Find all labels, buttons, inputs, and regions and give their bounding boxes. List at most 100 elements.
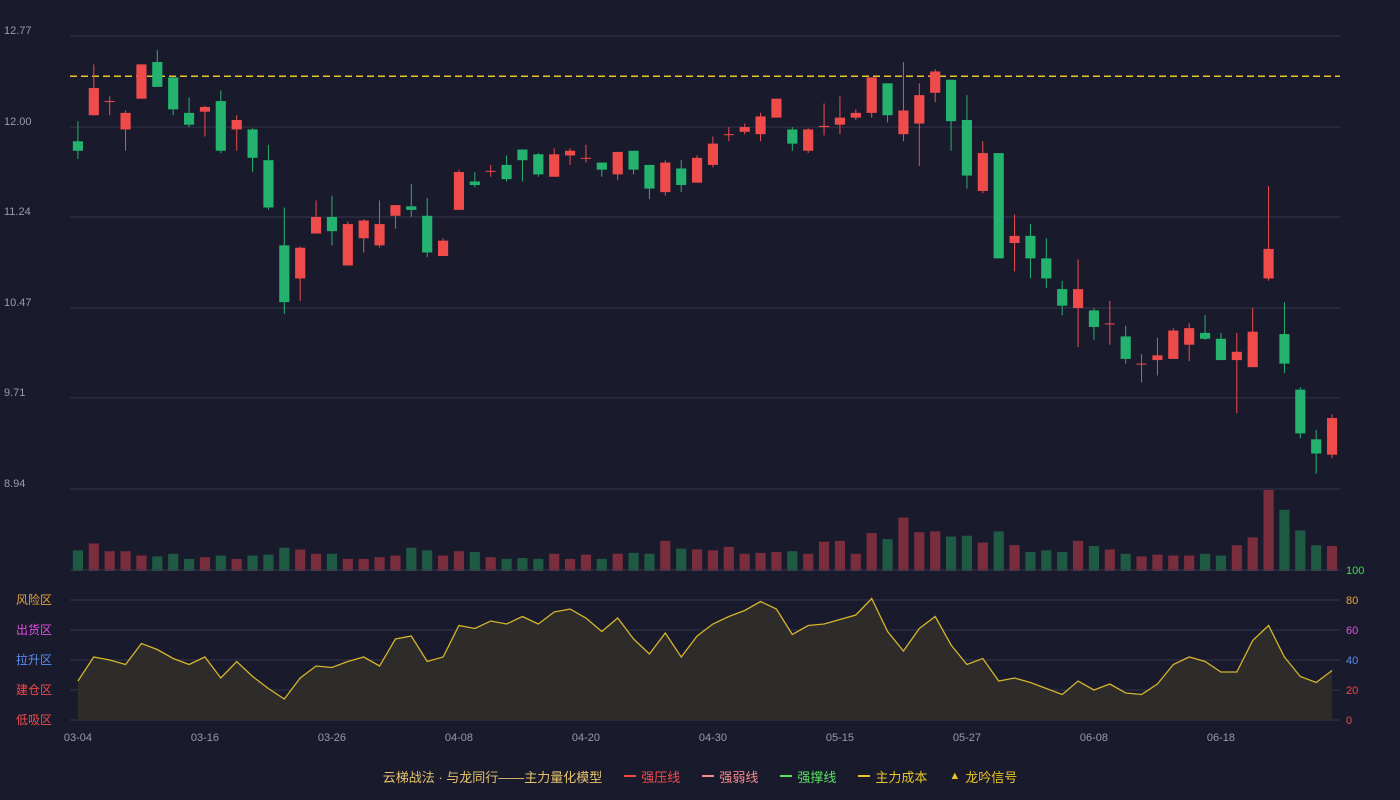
volume-bar (1231, 545, 1242, 571)
candle-body (1104, 323, 1115, 325)
date-tick-label: 03-04 (64, 732, 92, 744)
volume-bar (342, 558, 353, 571)
candle-body (1311, 439, 1322, 454)
indicator-zone-label: 建仓区 (16, 683, 52, 697)
price-tick-label: 8.94 (4, 478, 25, 490)
candle-body (199, 106, 211, 112)
volume-bar (1057, 552, 1068, 571)
candle (1120, 325, 1131, 364)
candle-body (326, 216, 338, 232)
indicator-zone-label: 出货区 (16, 622, 52, 637)
candle-body (755, 116, 766, 135)
volume-bar (1120, 553, 1131, 571)
candle (691, 155, 703, 183)
candle (152, 50, 163, 87)
candle-body (104, 101, 115, 103)
volume-bar (1295, 530, 1306, 571)
candle (993, 153, 1004, 259)
legend-label: 龙吟信号 (965, 769, 1018, 785)
candle (898, 62, 909, 142)
candle-body (342, 224, 353, 266)
legend-swatch (624, 775, 637, 777)
candle (88, 64, 99, 116)
volume-bar (437, 555, 449, 571)
legend-swatch (780, 775, 793, 777)
candle (247, 128, 258, 173)
candle-body (549, 154, 560, 177)
price-tick-label: 12.00 (4, 116, 32, 128)
candle (1311, 429, 1322, 474)
candle-body (136, 64, 147, 99)
candle-body (247, 129, 258, 158)
candle-body (390, 205, 401, 216)
volume-bar (755, 552, 766, 571)
volume-bar (88, 543, 99, 571)
candle (707, 136, 719, 168)
candle (1168, 328, 1179, 359)
volume-bar (961, 535, 973, 571)
price-axis-labels: 12.77 12.00 11.24 10.47 9.71 8.94 (4, 25, 32, 490)
candle-body (1072, 289, 1084, 309)
candle (374, 200, 385, 248)
candle-body (564, 150, 576, 156)
candle (1152, 337, 1163, 376)
price-grid (70, 35, 1340, 490)
candle-body (787, 129, 798, 144)
candle-body (628, 150, 639, 170)
candle (215, 90, 226, 154)
volume-bar (231, 558, 242, 571)
candle (850, 109, 861, 120)
volume-bar (1199, 553, 1211, 571)
volume-bar (914, 532, 925, 571)
volume-bar (739, 553, 750, 571)
candle (755, 112, 766, 142)
candle (1072, 259, 1084, 348)
candle-body (1295, 389, 1306, 434)
volume-bar (707, 550, 719, 571)
candle (628, 150, 639, 175)
volume-bar (358, 558, 369, 571)
volume-bar (1184, 555, 1195, 571)
volume-bar (549, 553, 560, 571)
candle-body (1199, 332, 1211, 339)
candle-body (866, 77, 877, 113)
candle (168, 77, 179, 116)
volume-bar (882, 539, 893, 571)
candle (453, 169, 465, 210)
candle (1136, 354, 1147, 383)
volume-bars (72, 490, 1338, 571)
indicator-tick-label: 20 (1346, 685, 1358, 697)
candle-body (120, 112, 131, 130)
candle-body (803, 129, 814, 151)
candle (549, 148, 560, 177)
candle (1295, 387, 1306, 439)
volume-bar (787, 551, 798, 571)
indicator-tick-label: 0 (1346, 715, 1352, 727)
date-tick-label: 06-08 (1080, 732, 1108, 744)
candle-body (152, 62, 163, 87)
volume-bar (1168, 555, 1179, 571)
volume-bar (453, 551, 465, 571)
candle (644, 164, 655, 200)
candle (930, 69, 941, 103)
candle (406, 183, 417, 217)
candle-body (1326, 418, 1338, 455)
candle (803, 128, 814, 154)
candle (866, 77, 877, 118)
candle (977, 141, 988, 194)
volume-bar (72, 550, 84, 571)
volume-bar (834, 540, 846, 571)
price-tick-label: 10.47 (4, 297, 32, 309)
volume-bar (517, 558, 528, 571)
volume-bar (691, 549, 703, 571)
candle-body (231, 119, 242, 130)
volume-bar (1279, 509, 1290, 571)
volume-bar (628, 552, 639, 571)
legend-item: 主力成本 (858, 767, 927, 786)
candle-body (676, 168, 687, 186)
volume-bar (215, 555, 226, 571)
candle-body (644, 164, 655, 189)
volume-bar (977, 542, 988, 571)
volume-bar (898, 517, 909, 571)
